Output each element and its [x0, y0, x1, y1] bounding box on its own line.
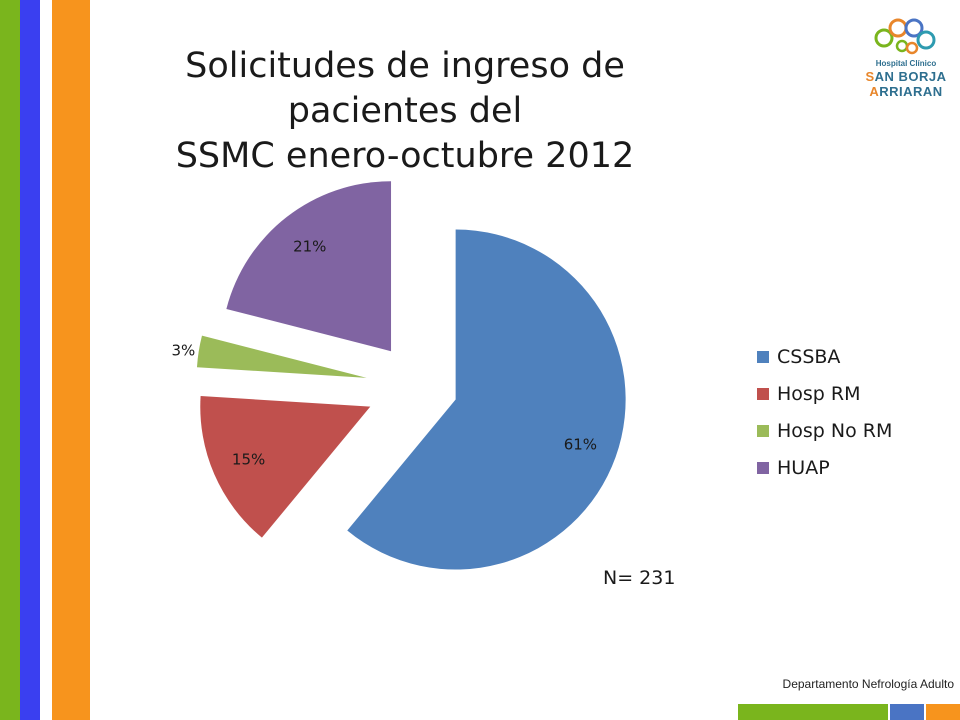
bottom-accent-green-bar — [738, 704, 888, 720]
legend-item-hosp-no-rm: Hosp No RM — [757, 412, 892, 449]
logo-word-san-borja: AN BORJA — [874, 69, 947, 84]
legend-swatch-cssba — [757, 350, 769, 363]
pie-slice-cssba — [347, 229, 626, 570]
hospital-logo: Hospital Clínico SAN BORJA ARRIARAN — [858, 14, 954, 102]
legend-label-huap: HUAP — [777, 456, 830, 479]
logo-word-arriaran: RRIARAN — [879, 84, 943, 99]
legend-item-hosp-rm: Hosp RM — [757, 375, 892, 412]
footer-department: Departamento Nefrología Adulto — [782, 677, 954, 691]
pie-slice-huap — [226, 181, 392, 352]
left-accent-gap — [40, 0, 52, 720]
pie-slice-hosp-rm — [200, 395, 371, 538]
pie-label-hosp-rm: 15% — [232, 450, 265, 468]
logo-text-line2: SAN BORJA — [858, 69, 954, 84]
legend-swatch-hosp-no-rm — [757, 424, 769, 437]
slide-title-line1: Solicitudes de ingreso de pacientes del — [185, 46, 625, 131]
legend-label-hosp-rm: Hosp RM — [777, 382, 861, 405]
legend-item-huap: HUAP — [757, 449, 892, 486]
pie-label-huap: 21% — [293, 237, 326, 255]
slide-title: Solicitudes de ingreso de pacientes del … — [95, 44, 715, 179]
logo-text-line3: ARRIARAN — [858, 84, 954, 99]
logo-text-line1: Hospital Clínico — [875, 59, 937, 68]
legend-swatch-huap — [757, 461, 769, 474]
bottom-accent-blue-bar — [890, 704, 924, 720]
hospital-logo-mark-icon — [874, 18, 936, 55]
left-accent-green-bar — [0, 0, 20, 720]
legend-label-hosp-no-rm: Hosp No RM — [777, 419, 893, 442]
pie-label-hosp-no-rm: 3% — [171, 342, 195, 360]
legend-label-cssba: CSSBA — [777, 345, 841, 368]
logo-initial-s: S — [865, 69, 875, 84]
chart-legend: CSSBA Hosp RM Hosp No RM HUAP — [757, 338, 892, 486]
bottom-accent-orange-bar — [926, 704, 960, 720]
left-accent-orange-bar — [52, 0, 90, 720]
slide-title-line2: SSMC enero-octubre 2012 — [175, 136, 635, 176]
sample-size-note: N= 231 — [603, 567, 676, 589]
pie-slice-hosp-no-rm — [196, 335, 367, 378]
logo-initial-a: A — [869, 84, 880, 99]
left-accent-blue-bar — [20, 0, 40, 720]
legend-item-cssba: CSSBA — [757, 338, 892, 375]
pie-label-cssba: 61% — [564, 435, 597, 453]
legend-swatch-hosp-rm — [757, 387, 769, 400]
